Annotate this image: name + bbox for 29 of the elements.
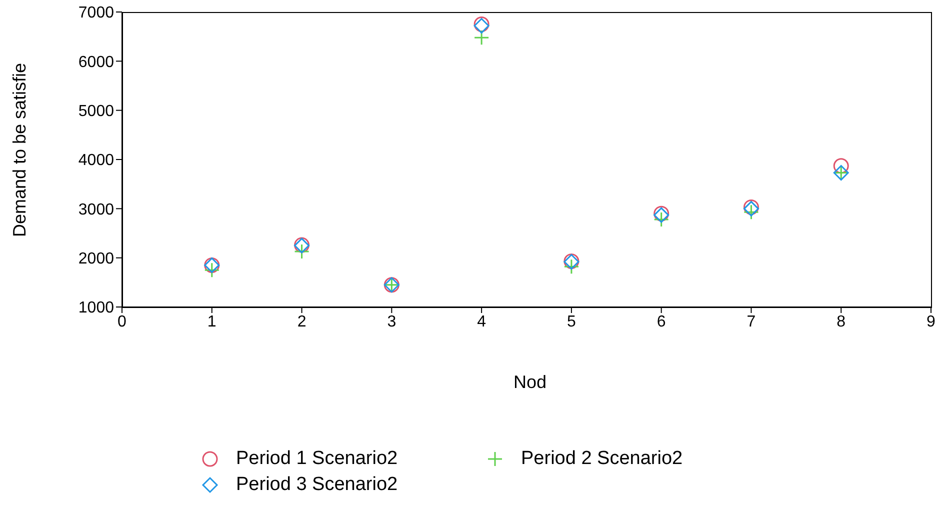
y-tick-label: 6000 <box>78 54 114 71</box>
y-tick-label: 7000 <box>78 4 114 22</box>
legend-label: Period 2 Scenario2 <box>521 448 683 470</box>
x-tick-label: 9 <box>926 313 936 330</box>
y-tick-label: 5000 <box>78 103 114 120</box>
point <box>294 244 310 260</box>
y-tick-label: 4000 <box>78 152 114 170</box>
x-tick-label: 4 <box>477 313 486 330</box>
y-axis-title: Demand to be satisfie <box>10 62 30 238</box>
point <box>833 158 849 174</box>
point <box>743 204 759 220</box>
x-tick-label: 7 <box>746 313 756 330</box>
y-tick-label: 1000 <box>78 300 114 317</box>
legend-label: Period 1 Scenario2 <box>236 448 398 470</box>
x-tick-label: 1 <box>207 313 216 330</box>
legend-label: Period 3 Scenario2 <box>236 474 398 496</box>
x-tick-label: 5 <box>566 313 576 330</box>
point <box>654 212 670 228</box>
x-tick-label: 6 <box>656 313 666 330</box>
point <box>474 30 490 46</box>
y-tick-label: 3000 <box>78 201 114 218</box>
point <box>204 262 220 278</box>
x-tick-label: 2 <box>297 313 306 330</box>
x-tick-label: 3 <box>387 313 396 330</box>
x-tick-label: 0 <box>118 313 127 330</box>
x-axis-title: Nod <box>512 372 548 393</box>
x-tick-label: 8 <box>836 313 846 330</box>
point <box>564 258 580 274</box>
y-tick-label: 2000 <box>78 250 114 268</box>
